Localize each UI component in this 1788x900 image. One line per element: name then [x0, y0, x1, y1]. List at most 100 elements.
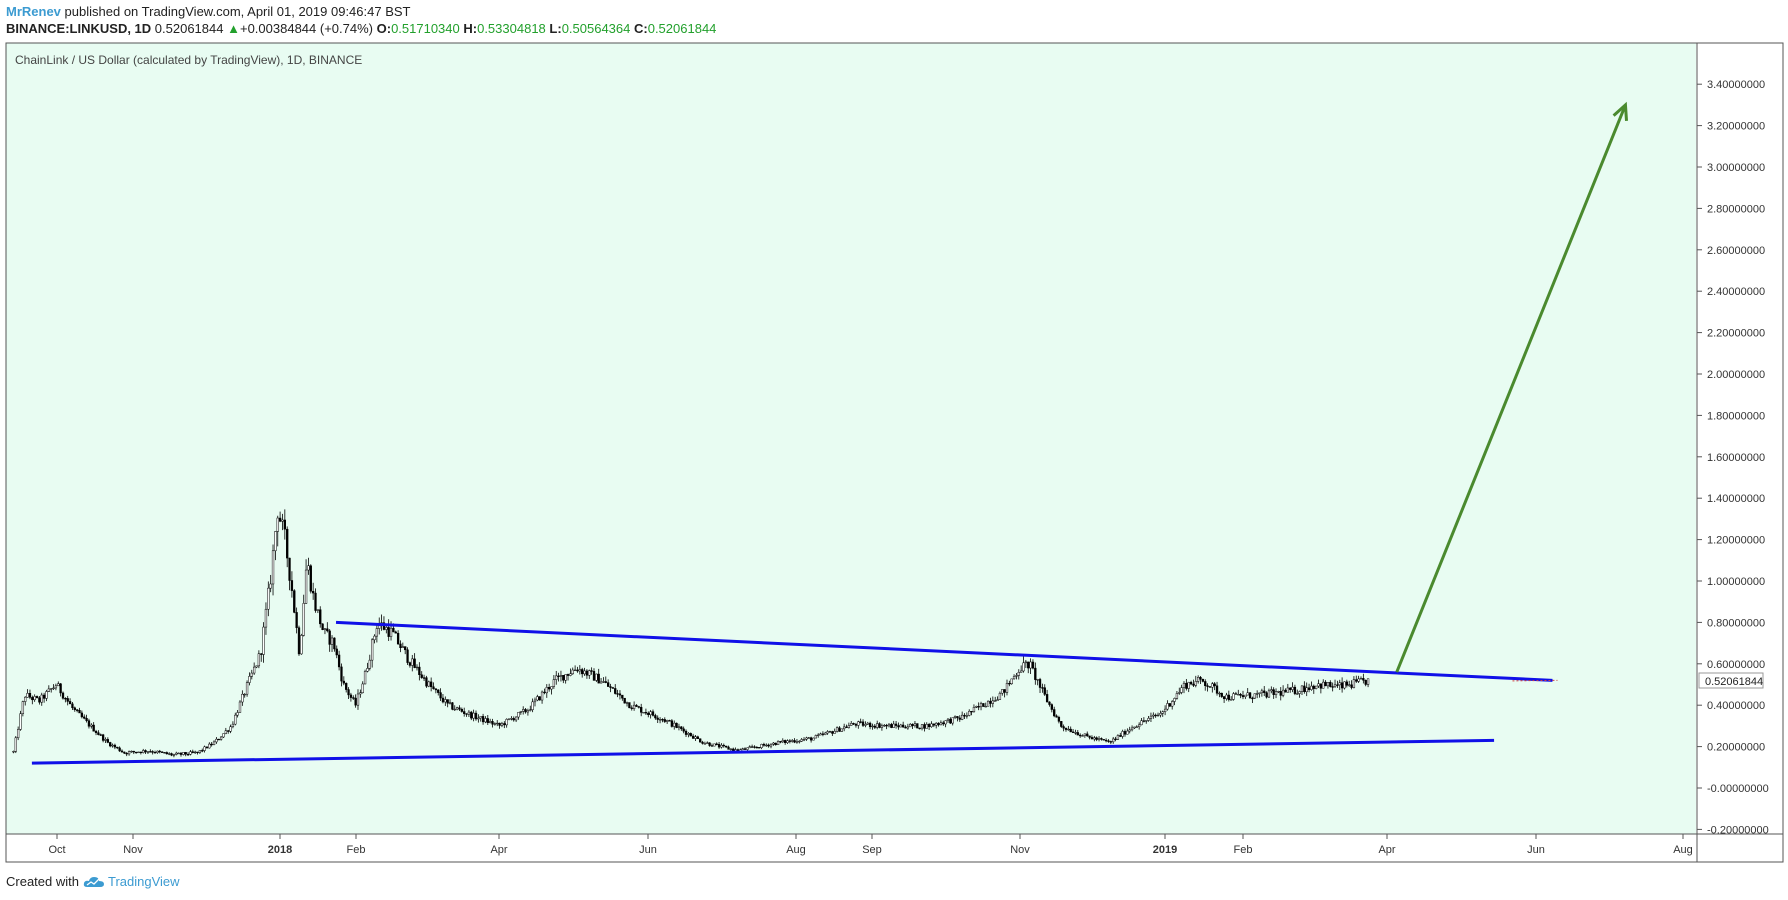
candle-body — [696, 736, 699, 740]
candle-body — [224, 730, 227, 734]
candle-body — [212, 741, 216, 745]
candle-body — [512, 718, 515, 721]
candle-body — [909, 723, 912, 728]
low-label: L: — [549, 21, 562, 36]
high-label: H: — [463, 21, 478, 36]
candle-body — [1076, 732, 1079, 736]
last-price: 0.52061844 — [154, 21, 224, 36]
candle-body — [1319, 683, 1323, 689]
candle-body — [1079, 734, 1082, 737]
candle-body — [99, 734, 102, 736]
candle-body — [517, 712, 520, 718]
candle-body — [883, 724, 886, 727]
plot-area[interactable] — [6, 43, 1696, 834]
candle-body — [880, 725, 884, 728]
candle-body — [42, 694, 46, 699]
price-tag-box — [1698, 672, 1764, 689]
time-axis[interactable]: Oct Nov 2018 Feb Apr Jun Aug Sep Nov 2019 Feb Apr Ju… — [48, 834, 1693, 856]
candle-body — [149, 751, 152, 753]
candle-body — [241, 693, 244, 703]
candle-body — [142, 750, 145, 753]
candle-body — [864, 724, 867, 726]
candle-body — [156, 750, 159, 753]
candle-body — [498, 722, 501, 726]
candle-body — [375, 628, 379, 637]
candle-body — [1074, 732, 1077, 734]
author-link[interactable]: MrRenev — [6, 4, 61, 19]
candle-body — [293, 590, 296, 613]
candle-body — [219, 736, 223, 740]
candle-body — [762, 743, 766, 746]
candle-body — [1213, 683, 1216, 687]
x-tick-label: 2019 — [1153, 844, 1177, 856]
candle-body — [231, 723, 235, 727]
candle-body — [302, 603, 305, 636]
candle-body — [809, 737, 813, 741]
candle-body — [413, 658, 416, 668]
candle-body — [717, 744, 721, 748]
candle-body — [656, 717, 659, 720]
candle-body — [92, 724, 95, 732]
candle-body — [1088, 735, 1091, 738]
candle-body — [694, 736, 697, 739]
candle-body — [970, 710, 973, 713]
candle-body — [673, 722, 676, 727]
candle-body — [78, 710, 81, 714]
candle-body — [335, 648, 338, 656]
candle-body — [814, 735, 817, 739]
trendline[interactable] — [31, 738, 1495, 765]
candle-body — [326, 628, 329, 632]
candle-body — [753, 746, 756, 748]
candle-body — [1260, 690, 1264, 694]
trendline[interactable] — [335, 620, 1553, 682]
candle-body — [189, 751, 192, 755]
candle-body — [153, 752, 157, 754]
candle-body — [1005, 683, 1009, 693]
y-tick-label: 2.80000000 — [1707, 203, 1765, 215]
candle-body — [963, 714, 966, 717]
candle-body — [94, 730, 98, 733]
candle-body — [340, 666, 343, 682]
candle-body — [1204, 681, 1207, 687]
candle-body — [1352, 679, 1356, 688]
price-axis[interactable]: -0.20000000 -0.00000000 0.20000000 0.400000… — [1697, 79, 1769, 836]
candle-body — [1034, 667, 1037, 680]
x-tick-label: Jun — [1527, 844, 1545, 856]
arrowhead-icon — [1612, 101, 1629, 121]
candle-body — [399, 643, 402, 648]
candle-body — [1017, 672, 1020, 676]
candle-body — [373, 635, 376, 641]
projection-arrow-line[interactable] — [1395, 104, 1627, 673]
candle-body — [118, 747, 121, 752]
candle-body — [1178, 692, 1181, 694]
candle-body — [894, 723, 898, 726]
close-label: C: — [634, 21, 648, 36]
candle-body — [1289, 687, 1292, 690]
candle-body — [1152, 714, 1155, 717]
candle-body — [1043, 687, 1046, 695]
candle-body — [857, 721, 860, 726]
candle-body — [1253, 693, 1256, 699]
candle-body — [425, 677, 428, 687]
candle-body — [715, 743, 718, 745]
candle-body — [101, 734, 105, 741]
candle-body — [165, 752, 168, 755]
candle-body — [1237, 694, 1240, 696]
candle-body — [989, 700, 992, 704]
drawings-layer[interactable] — [31, 101, 1629, 765]
candle-body — [1192, 683, 1195, 686]
candle-body — [1161, 711, 1164, 714]
candle-body — [961, 714, 964, 720]
candle-body — [116, 746, 119, 749]
candle-body — [878, 723, 881, 728]
candle-body — [45, 691, 48, 699]
tradingview-link[interactable]: TradingView — [83, 874, 180, 889]
candle-body — [503, 723, 506, 726]
candle-body — [1064, 727, 1068, 730]
candle-body — [210, 743, 213, 746]
candle-body — [1133, 726, 1136, 729]
x-tick-label: Apr — [490, 844, 507, 856]
candle-body — [1140, 720, 1143, 726]
candle-body — [713, 743, 716, 747]
